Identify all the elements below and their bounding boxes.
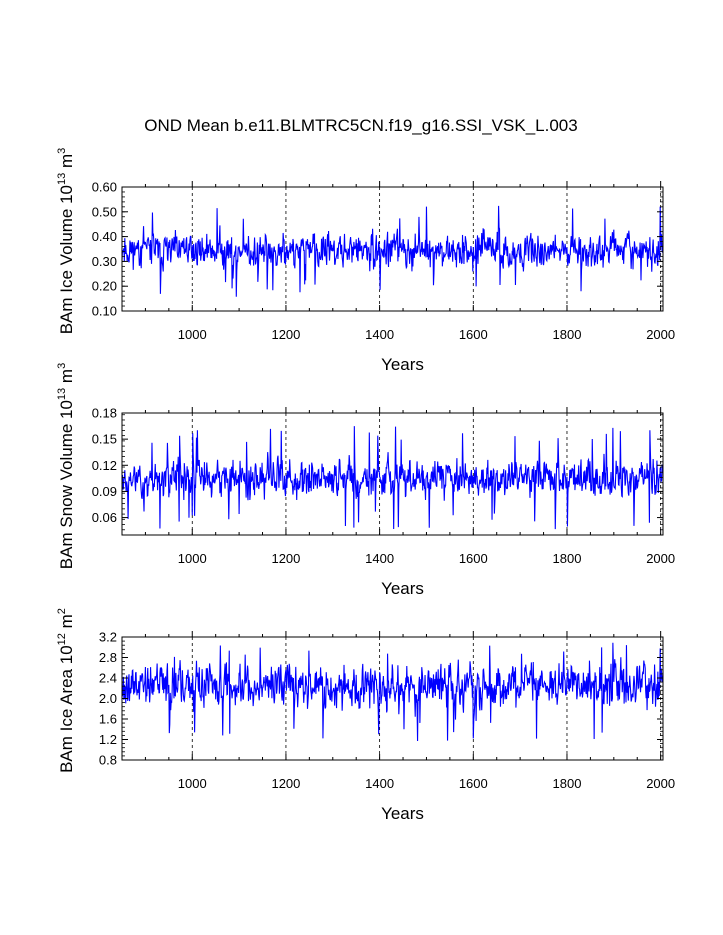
panel-ice_volume: 1000 1200 1400 1600 1800 2000 0.10 0.20 0.30 0.40… (56, 148, 675, 374)
y-axis-title-unit: m (57, 154, 76, 173)
y-axis-title-exp: 13 (56, 388, 68, 400)
y-tick-label: 2.0 (99, 691, 117, 706)
y-axis-title-unit-exp: 2 (56, 608, 68, 614)
x-tick-label: 2000 (646, 327, 675, 342)
x-tick-label: 1000 (178, 551, 207, 566)
y-axis-title: BAm Ice Area 1012 m2 (56, 608, 76, 773)
y-tick-label: 0.40 (92, 229, 117, 244)
y-tick-label: 0.60 (92, 180, 117, 195)
plot-frame (121, 412, 664, 536)
y-tick-label: 0.12 (92, 458, 117, 473)
series-line-snow_volume (121, 426, 664, 530)
y-tick-label: 0.50 (92, 204, 117, 219)
series-line-ice_volume (121, 205, 664, 297)
y-tick-label: 0.09 (92, 484, 117, 499)
y-axis-title-unit: m (57, 614, 76, 633)
y-axis-title-main: BAm Ice Volume 10 (57, 185, 76, 334)
y-tick-label: 1.6 (99, 712, 117, 727)
y-axis-title: BAm Snow Volume 1013 m3 (56, 363, 76, 569)
x-tick-label: 1000 (178, 327, 207, 342)
y-axis-title-unit-exp: 3 (56, 363, 68, 369)
x-tick-label: 1800 (553, 551, 582, 566)
y-tick-label: 2.4 (99, 671, 117, 686)
x-tick-label: 1000 (178, 776, 207, 791)
x-axis-title: Years (381, 579, 424, 598)
panels: 1000 1200 1400 1600 1800 2000 0.10 0.20 0.30 0.40… (56, 148, 675, 823)
x-tick-label: 2000 (646, 776, 675, 791)
x-tick-label: 1800 (553, 776, 582, 791)
y-tick-label: 0.10 (92, 304, 117, 319)
y-tick-label: 0.06 (92, 510, 117, 525)
y-tick-label: 1.2 (99, 732, 117, 747)
x-tick-label: 1600 (459, 551, 488, 566)
panel-snow_volume: 1000 1200 1400 1600 1800 2000 0.06 0.09 0.12 0.15… (56, 363, 675, 598)
y-axis-title-unit: m (57, 369, 76, 388)
x-tick-label: 1600 (459, 776, 488, 791)
y-tick-label: 0.8 (99, 753, 117, 768)
x-tick-label: 2000 (646, 551, 675, 566)
y-axis-title: BAm Ice Volume 1013 m3 (56, 148, 76, 335)
y-tick-label: 0.30 (92, 254, 117, 269)
y-axis-title-main: BAm Snow Volume 10 (57, 400, 76, 569)
x-tick-label: 1400 (365, 327, 394, 342)
x-tick-label: 1800 (553, 327, 582, 342)
y-tick-label: 2.8 (99, 650, 117, 665)
x-tick-label: 1200 (271, 327, 300, 342)
y-axis-title-main: BAm Ice Area 10 (57, 645, 76, 773)
y-axis-title-unit-exp: 3 (56, 148, 68, 154)
y-tick-label: 0.18 (92, 406, 117, 421)
x-tick-label: 1400 (365, 776, 394, 791)
x-tick-label: 1400 (365, 551, 394, 566)
y-axis-title-exp: 13 (56, 173, 68, 185)
y-tick-label: 0.20 (92, 279, 117, 294)
plot-frame (121, 186, 664, 312)
y-tick-label: 3.2 (99, 630, 117, 645)
x-axis-title: Years (381, 804, 424, 823)
x-tick-label: 1600 (459, 327, 488, 342)
x-axis-title: Years (381, 355, 424, 374)
y-axis-title-exp: 12 (56, 633, 68, 645)
x-tick-label: 1200 (271, 776, 300, 791)
y-tick-label: 0.15 (92, 432, 117, 447)
x-tick-label: 1200 (271, 551, 300, 566)
panel-ice_area: 1000 1200 1400 1600 1800 2000 0.8 1.2 1.6 2.0 2.4 2… (56, 608, 675, 823)
main-title: OND Mean b.e11.BLMTRC5CN.f19_g16.SSI_VSK… (144, 116, 577, 135)
series-line-ice_area (121, 642, 664, 741)
